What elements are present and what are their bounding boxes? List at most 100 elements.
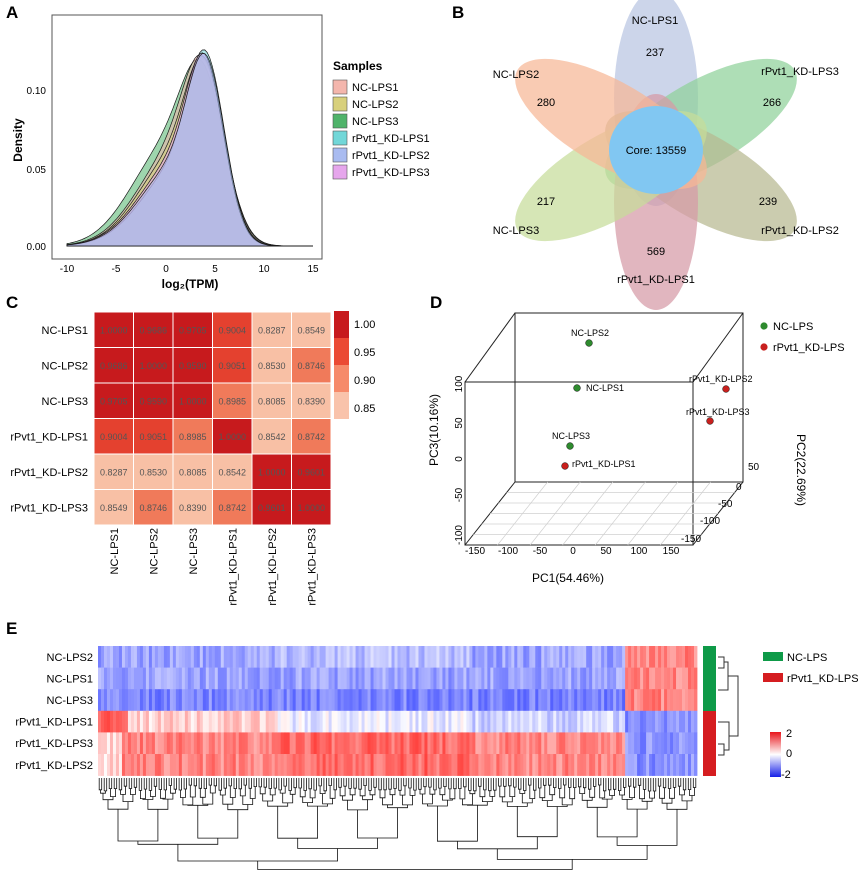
- heatmap-cell: [157, 732, 162, 755]
- heatmap-cell: [574, 710, 578, 733]
- heatmap-cell: [463, 646, 467, 668]
- heatmap-cell: [157, 754, 162, 776]
- heatmap-cell: [169, 732, 174, 755]
- heatmap-cell: [328, 732, 333, 755]
- heatmap-cell: [376, 667, 380, 690]
- heatmap-cell: [472, 754, 476, 776]
- heatmap-cell: [634, 754, 638, 776]
- heatmap-cell: [451, 710, 455, 733]
- heatmap-cell: [424, 646, 428, 668]
- group-annotation-bar: [703, 646, 716, 776]
- heatmap-cell: [253, 754, 258, 776]
- heatmap-cell: [586, 646, 590, 668]
- heatmap-cell: [334, 646, 339, 668]
- heatmap-cell: [577, 689, 581, 712]
- correlation-cell: [133, 347, 174, 384]
- heatmap-cell: [460, 732, 464, 755]
- heatmap-cell: [469, 710, 473, 733]
- dendro-branch: [669, 787, 675, 799]
- heatmap-cell: [250, 646, 255, 668]
- x-tick-label: 100: [631, 546, 648, 557]
- heatmap-cell: [139, 667, 144, 690]
- dendro-branch: [373, 778, 377, 788]
- heatmap-cell: [415, 710, 419, 733]
- heatmap-cell: [106, 710, 111, 733]
- heatmap-cell: [532, 732, 536, 755]
- heatmap-cell: [124, 754, 129, 776]
- legend-label-nc: NC-LPS: [787, 652, 827, 664]
- heatmap-cell: [652, 667, 656, 690]
- heatmap-cell: [280, 754, 285, 776]
- heatmap-cell: [244, 754, 249, 776]
- heatmap-cell: [427, 754, 431, 776]
- correlation-value: 0.9705: [100, 396, 128, 406]
- heatmap-cell: [619, 689, 623, 712]
- heatmap-cell: [379, 732, 383, 755]
- heatmap-cell: [283, 732, 288, 755]
- heatmap-cell: [280, 667, 285, 690]
- heatmap-cell: [421, 646, 425, 668]
- heatmap-cell: [433, 667, 437, 690]
- dendro-branch: [652, 778, 657, 792]
- heatmap-cell: [256, 689, 261, 712]
- heatmap-cell: [265, 710, 270, 733]
- dendro-branch: [307, 802, 328, 807]
- dendro-branch: [619, 787, 625, 796]
- heatmap-cell: [403, 667, 407, 690]
- heatmap-cell: [307, 667, 312, 690]
- heatmap-cell: [691, 646, 695, 668]
- heatmap-cell: [433, 689, 437, 712]
- heatmap-cell: [298, 754, 303, 776]
- correlation-value: 0.9601: [258, 503, 286, 513]
- dendro-branch: [588, 778, 592, 790]
- heatmap-cell: [292, 646, 297, 668]
- correlation-column-label: NC-LPS3: [188, 528, 200, 574]
- petal-count: 237: [646, 47, 664, 59]
- heatmap-cell: [505, 710, 509, 733]
- heatmap-cell: [352, 667, 356, 690]
- heatmap-cell: [190, 732, 195, 755]
- heatmap-cell: [313, 689, 318, 712]
- dendro-branch: [228, 778, 232, 787]
- heatmap-cell: [340, 754, 344, 776]
- heatmap-cell: [331, 710, 336, 733]
- heatmap-cell: [409, 710, 413, 733]
- heatmap-cell: [604, 710, 608, 733]
- heatmap-cell: [457, 710, 461, 733]
- heatmap-row-label: rPvt1_KD-LPS1: [15, 717, 93, 729]
- dendro-branch: [108, 778, 113, 789]
- heatmap-cell: [115, 689, 120, 712]
- heatmap-cell: [424, 710, 428, 733]
- panel-a-legend-title: Samples: [333, 59, 383, 73]
- column-dendrogram: [98, 778, 697, 870]
- heatmap-cell: [101, 646, 105, 668]
- heatmap-cell: [208, 710, 213, 733]
- heatmap-cell: [439, 667, 443, 690]
- heatmap-cell: [490, 689, 494, 712]
- expression-heatmap: [98, 646, 698, 776]
- heatmap-cell: [541, 646, 545, 668]
- heatmap-cell: [559, 754, 563, 776]
- heatmap-cell: [442, 754, 446, 776]
- heatmap-cell: [682, 667, 686, 690]
- row-dendro-branch: [728, 675, 739, 737]
- heatmap-cell: [589, 754, 593, 776]
- heatmap-cell: [640, 667, 644, 690]
- heatmap-cell: [592, 667, 596, 690]
- heatmap-cell: [649, 732, 653, 755]
- heatmap-cell: [187, 710, 192, 733]
- heatmap-cell: [277, 754, 282, 776]
- heatmap-cell: [586, 689, 590, 712]
- heatmap-cell: [361, 689, 365, 712]
- heatmap-cell: [655, 689, 659, 712]
- heatmap-cell: [688, 710, 692, 733]
- heatmap-cell: [454, 754, 458, 776]
- dendro-branch: [158, 778, 162, 790]
- heatmap-cell: [136, 689, 141, 712]
- heatmap-cell: [400, 667, 404, 690]
- heatmap-cell: [595, 754, 599, 776]
- dendro-branch: [403, 778, 407, 787]
- dendro-branch: [323, 778, 327, 792]
- panel-b-letter: B: [452, 3, 464, 22]
- heatmap-cell: [520, 646, 524, 668]
